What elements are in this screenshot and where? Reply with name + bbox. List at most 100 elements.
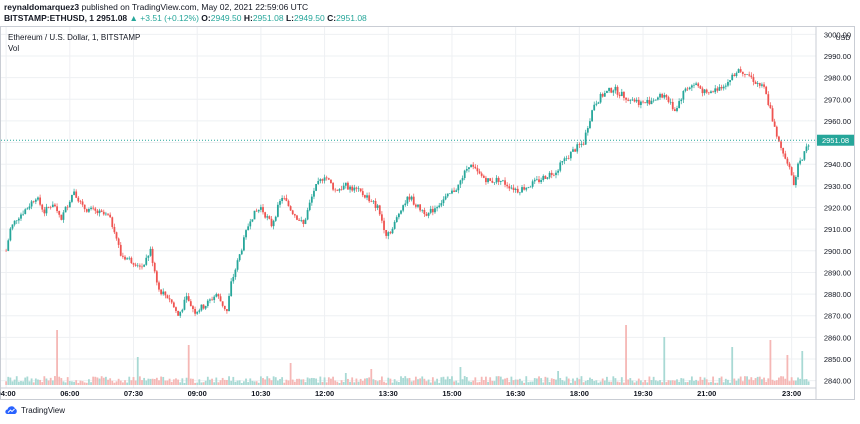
candle-body <box>595 103 598 105</box>
candle-body <box>436 207 438 209</box>
volume-bar <box>591 378 593 385</box>
chart-frame[interactable] <box>0 26 855 400</box>
candle-body <box>238 254 241 261</box>
currency-label: USD <box>836 35 851 42</box>
candle-body <box>544 175 547 179</box>
volume-bar <box>620 377 623 385</box>
candle-body <box>737 69 740 74</box>
candle-body <box>306 210 309 220</box>
candle-body <box>448 193 451 195</box>
candle-body <box>650 100 653 105</box>
candle-body <box>535 179 538 180</box>
volume-bar <box>548 382 551 385</box>
volume-bar <box>482 380 485 385</box>
candle-body <box>599 93 602 103</box>
volume-bar <box>567 378 570 385</box>
candle-body <box>794 176 797 186</box>
volume-bar <box>614 378 617 385</box>
volume-bar <box>601 378 604 385</box>
tradingview-branding[interactable]: TradingView <box>4 406 65 415</box>
volume-bar <box>79 380 82 385</box>
candle-body <box>752 77 755 82</box>
candle-body <box>750 75 753 78</box>
volume-bar <box>192 378 194 385</box>
candle-body <box>459 180 462 185</box>
candle-body <box>788 163 791 168</box>
volume-bar <box>765 381 768 385</box>
volume-bar <box>512 380 515 385</box>
volume-bar <box>279 379 281 385</box>
volume-bar <box>332 376 334 385</box>
author-name[interactable]: reynaldomarquez3 <box>4 2 80 12</box>
time-tick-label: 23:00 <box>782 389 801 398</box>
volume-bar <box>66 377 69 385</box>
candle-body <box>637 99 640 105</box>
volume-bar <box>457 382 460 385</box>
candle-body <box>149 248 152 256</box>
candle-body <box>661 94 664 98</box>
volume-bar <box>446 376 449 385</box>
volume-bar <box>518 378 521 385</box>
volume-bar <box>238 380 241 385</box>
candle-body <box>495 177 498 183</box>
volume-bar <box>623 382 625 385</box>
volume-bar <box>531 381 534 385</box>
candle-body <box>221 301 224 306</box>
candle-body <box>119 244 122 256</box>
volume-bar <box>391 382 394 385</box>
candle-body <box>612 90 615 93</box>
candle-body <box>355 187 358 189</box>
candle-body <box>102 211 105 215</box>
volume-bar <box>794 380 797 385</box>
volume-bar <box>9 377 12 385</box>
volume-bar <box>444 379 447 385</box>
volume-bar <box>34 378 37 385</box>
low-label: L: <box>285 13 294 23</box>
volume-bar <box>393 379 396 385</box>
price-tick-label: 3000.00 <box>824 30 851 39</box>
candle-body <box>172 302 175 308</box>
volume-bar <box>631 380 634 385</box>
volume-bar <box>637 378 640 385</box>
candle-body <box>518 192 521 194</box>
volume-bar <box>323 377 326 385</box>
candle-body <box>468 167 470 170</box>
volume-bar <box>71 381 73 385</box>
price-tick-label: 2970.00 <box>824 95 851 104</box>
candle-body <box>41 204 44 210</box>
candle-body <box>756 83 759 84</box>
candle-body <box>603 92 606 97</box>
candle-body <box>761 84 763 86</box>
volume-bar <box>249 378 252 385</box>
candle-body <box>247 226 250 231</box>
volume-bar <box>223 379 226 385</box>
volume-label[interactable]: Vol <box>8 44 20 53</box>
volume-bar <box>49 377 52 385</box>
volume-bar <box>799 378 802 385</box>
volume-bar <box>155 377 158 385</box>
candle-body <box>17 218 20 221</box>
volume-bar <box>563 381 566 385</box>
volume-bar <box>508 382 511 385</box>
volume-bar <box>807 381 810 385</box>
candlestick-chart[interactable]: 3000.00 2990.00 2980.00 2970.00 2960.00 2940.… <box>0 0 860 400</box>
candle-body <box>688 87 691 90</box>
candle-body <box>62 212 65 220</box>
volume-bar <box>414 376 417 385</box>
volume-bar <box>589 377 591 385</box>
candle-body <box>276 204 279 217</box>
candle-body <box>334 189 337 191</box>
volume-bar <box>455 380 458 385</box>
time-tick-label: 13:30 <box>379 389 398 398</box>
candle-body <box>262 207 264 213</box>
volume-bar <box>372 379 375 385</box>
candle-body <box>126 258 129 260</box>
volume-bar <box>546 377 549 385</box>
volume-bar <box>136 357 139 385</box>
price-tick-label: 2980.00 <box>824 74 851 83</box>
volume-bar <box>247 382 250 385</box>
volume-bar <box>521 381 523 385</box>
series-title[interactable]: Ethereum / U.S. Dollar, 1, BITSTAMP <box>8 33 141 42</box>
candle-body <box>754 81 757 84</box>
open-value: 2949.50 <box>210 13 242 23</box>
